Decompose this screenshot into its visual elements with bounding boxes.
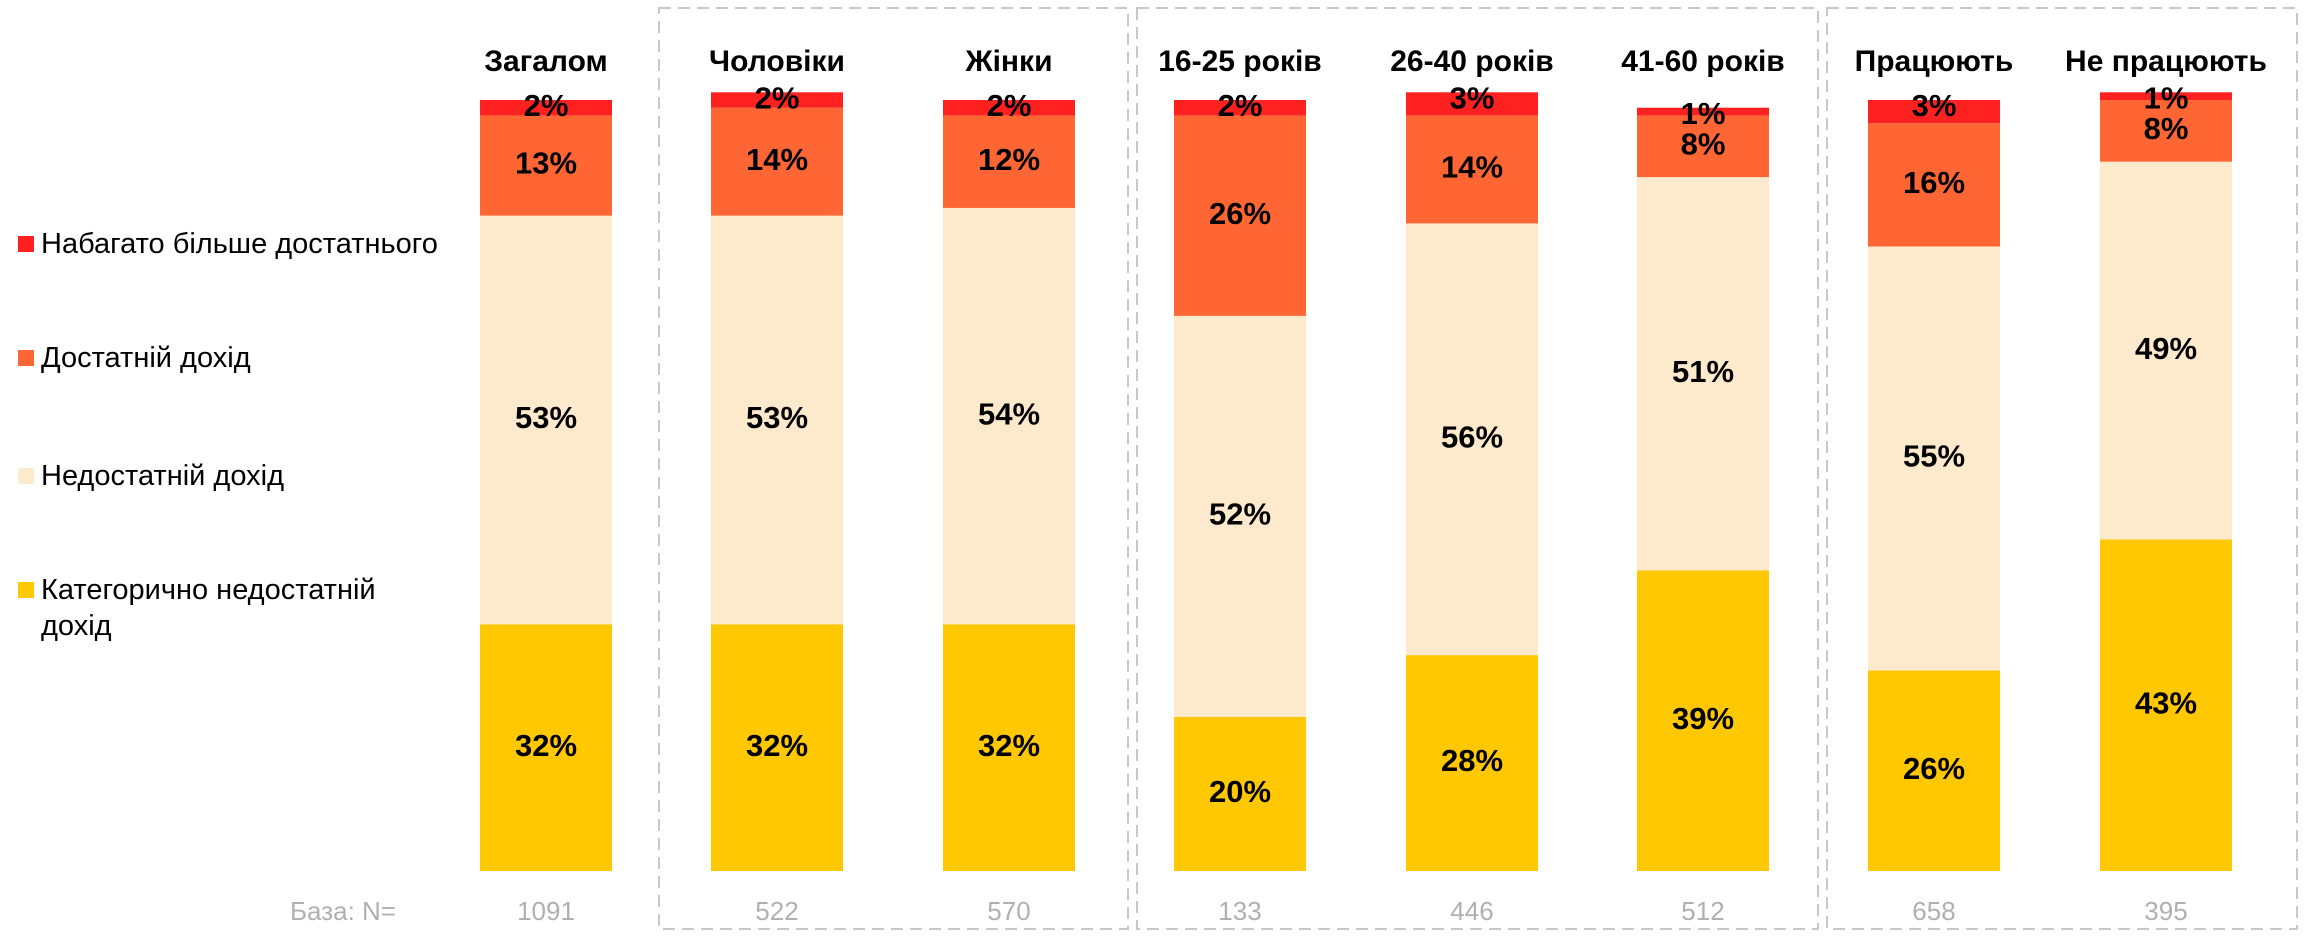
group-frame — [1136, 7, 1819, 930]
bar-segment — [1174, 115, 1306, 316]
value-label: 2% — [524, 88, 569, 123]
group-frames — [658, 7, 2298, 930]
value-label: 28% — [1441, 743, 1503, 778]
value-label: 55% — [1903, 439, 1965, 474]
group-frame — [1826, 7, 2298, 930]
bar-segment — [480, 624, 612, 871]
column-header: 26-40 років — [1390, 45, 1554, 78]
value-label: 2% — [755, 80, 800, 115]
bar-segment — [711, 92, 843, 108]
legend-swatch — [18, 350, 34, 366]
column-header: Чоловіки — [709, 45, 845, 78]
bar-segment — [1174, 100, 1306, 116]
bar-segment — [1868, 670, 2000, 871]
value-label: 53% — [746, 400, 808, 435]
bar-segment — [480, 100, 612, 116]
base-value: 446 — [1450, 896, 1493, 926]
base-value: 570 — [987, 896, 1030, 926]
base-value: 512 — [1681, 896, 1724, 926]
value-label: 56% — [1441, 419, 1503, 454]
value-label: 1% — [1681, 96, 1726, 131]
value-label: 8% — [1681, 126, 1726, 161]
value-label: 54% — [978, 396, 1040, 431]
legend-label: Категорично недостатній дохід — [41, 574, 376, 642]
value-label: 53% — [515, 400, 577, 435]
bar-segment — [1868, 246, 2000, 671]
value-label: 39% — [1672, 701, 1734, 736]
value-label: 1% — [2144, 80, 2189, 115]
bar-segment — [1637, 177, 1769, 571]
base-value: 522 — [755, 896, 798, 926]
bar-segment — [943, 115, 1075, 208]
value-label: 3% — [1450, 80, 1495, 115]
value-label: 14% — [1441, 150, 1503, 185]
bar-segment — [2100, 92, 2232, 100]
legend-label: Достатній дохід — [41, 342, 251, 374]
legend-swatch — [18, 582, 34, 598]
bar-segment — [943, 207, 1075, 625]
column-header: Не працюють — [2065, 45, 2267, 78]
value-label: 43% — [2135, 685, 2197, 720]
bar-segment — [1637, 107, 1769, 116]
bar-segment — [943, 100, 1075, 116]
value-label: 14% — [746, 142, 808, 177]
value-label: 32% — [746, 728, 808, 763]
value-label: 51% — [1672, 354, 1734, 389]
value-label: 3% — [1912, 88, 1957, 123]
bar-segment — [2100, 161, 2232, 540]
value-label: 2% — [1218, 88, 1263, 123]
bar-segment — [480, 215, 612, 625]
bar-segment — [1406, 655, 1538, 871]
value-label: 20% — [1209, 774, 1271, 809]
legend-item: Достатній дохід — [18, 340, 438, 376]
bar-segment — [1637, 115, 1769, 178]
bar-segment — [1868, 100, 2000, 124]
bar-segment — [1868, 123, 2000, 247]
column-header: Працюють — [1855, 45, 2014, 78]
bar-segment — [711, 107, 843, 216]
legend-swatch — [18, 468, 34, 484]
value-label: 8% — [2144, 111, 2189, 146]
base-label: База: N= — [290, 896, 396, 926]
base-value: 658 — [1912, 896, 1955, 926]
legend-item: Набагато більше достатнього — [18, 226, 438, 262]
bar-segment — [480, 115, 612, 216]
bar-segment — [1406, 115, 1538, 224]
value-label: 12% — [978, 142, 1040, 177]
value-label: 26% — [1209, 196, 1271, 231]
bar-segment — [2100, 100, 2232, 162]
bar-segment — [1637, 570, 1769, 871]
value-label: 13% — [515, 146, 577, 181]
value-label: 26% — [1903, 751, 1965, 786]
bar-segment — [1406, 223, 1538, 656]
legend-swatch — [18, 236, 34, 252]
column-header: Жінки — [964, 45, 1052, 78]
legend-item: Недостатній дохід — [18, 458, 438, 494]
column-header: Загалом — [484, 45, 607, 78]
value-label: 32% — [515, 728, 577, 763]
value-label: 32% — [978, 728, 1040, 763]
legend-item: Категорично недостатній дохід — [18, 572, 438, 644]
value-label: 52% — [1209, 497, 1271, 532]
column-header: 41-60 років — [1621, 45, 1785, 78]
bar-segment — [1174, 716, 1306, 871]
value-label: 49% — [2135, 331, 2197, 366]
bar-segment — [943, 624, 1075, 871]
value-label: 16% — [1903, 165, 1965, 200]
base-value: 1091 — [517, 896, 575, 926]
value-label: 2% — [987, 88, 1032, 123]
legend-label: Набагато більше достатнього — [41, 228, 438, 260]
bar-segment — [1406, 92, 1538, 116]
bar-segment — [1174, 315, 1306, 717]
base-value: 395 — [2144, 896, 2187, 926]
group-frame — [658, 7, 1129, 930]
base-value: 133 — [1218, 896, 1261, 926]
bar-segment — [711, 624, 843, 871]
bar-segment — [2100, 539, 2232, 871]
bar-segment — [711, 215, 843, 625]
legend-label: Недостатній дохід — [41, 460, 285, 492]
column-header: 16-25 років — [1158, 45, 1322, 78]
